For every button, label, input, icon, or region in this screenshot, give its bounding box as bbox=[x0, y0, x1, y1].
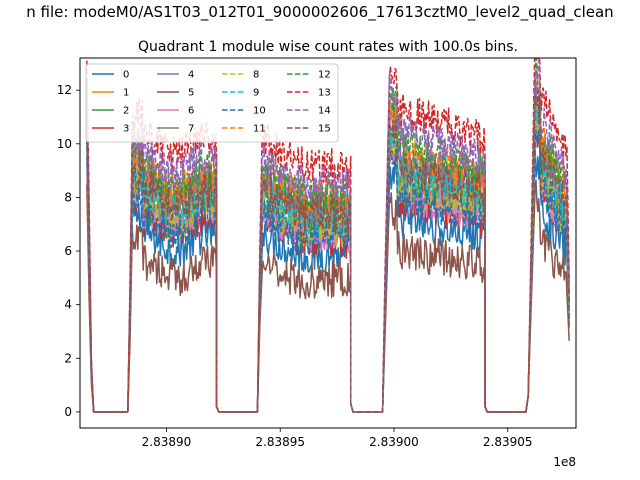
x-tick-label: 2.83890 bbox=[142, 435, 192, 449]
y-tick-label: 0 bbox=[64, 405, 72, 419]
legend-label-12: 12 bbox=[318, 70, 331, 81]
y-axis: 0 2 4 6 8 10 12 bbox=[57, 83, 80, 419]
figure-suptitle: n file: modeM0/AS1T03_012T01_9000002606_… bbox=[26, 3, 613, 22]
legend-label-13: 13 bbox=[318, 88, 331, 99]
y-tick-label: 12 bbox=[57, 83, 72, 97]
legend-label-5: 5 bbox=[188, 88, 194, 99]
legend-label-11: 11 bbox=[253, 124, 266, 135]
series-line-5 bbox=[86, 179, 570, 413]
series-layer bbox=[86, 58, 570, 413]
legend-label-6: 6 bbox=[188, 106, 194, 117]
x-offset-label: 1e8 bbox=[553, 455, 576, 469]
series-line-10 bbox=[86, 129, 570, 413]
x-tick-label: 2.83895 bbox=[255, 435, 305, 449]
y-tick-label: 2 bbox=[64, 351, 72, 365]
y-tick-label: 10 bbox=[57, 137, 72, 151]
x-axis: 2.83890 2.83895 2.83900 2.83905 bbox=[142, 428, 533, 449]
legend-label-8: 8 bbox=[253, 70, 259, 81]
legend-label-3: 3 bbox=[123, 124, 129, 135]
series-line-13 bbox=[86, 58, 570, 413]
x-tick-label: 2.83900 bbox=[369, 435, 419, 449]
legend-label-2: 2 bbox=[123, 106, 129, 117]
legend-label-9: 9 bbox=[253, 88, 259, 99]
legend-label-7: 7 bbox=[188, 124, 194, 135]
plot-frame bbox=[79, 57, 577, 429]
legend-box bbox=[85, 63, 339, 143]
y-tick-label: 4 bbox=[64, 298, 72, 312]
legend-label-0: 0 bbox=[123, 70, 129, 81]
legend-label-10: 10 bbox=[253, 106, 266, 117]
x-tick-label: 2.83905 bbox=[483, 435, 533, 449]
legend-label-1: 1 bbox=[123, 88, 129, 99]
y-tick-label: 6 bbox=[64, 244, 72, 258]
series-line-14 bbox=[86, 58, 570, 413]
legend-label-14: 14 bbox=[318, 106, 331, 117]
series-line-15 bbox=[86, 90, 570, 413]
y-tick-label: 8 bbox=[64, 190, 72, 204]
legend-label-4: 4 bbox=[188, 70, 194, 81]
chart-title: Quadrant 1 module wise count rates with … bbox=[138, 39, 518, 55]
legend-label-15: 15 bbox=[318, 124, 331, 135]
